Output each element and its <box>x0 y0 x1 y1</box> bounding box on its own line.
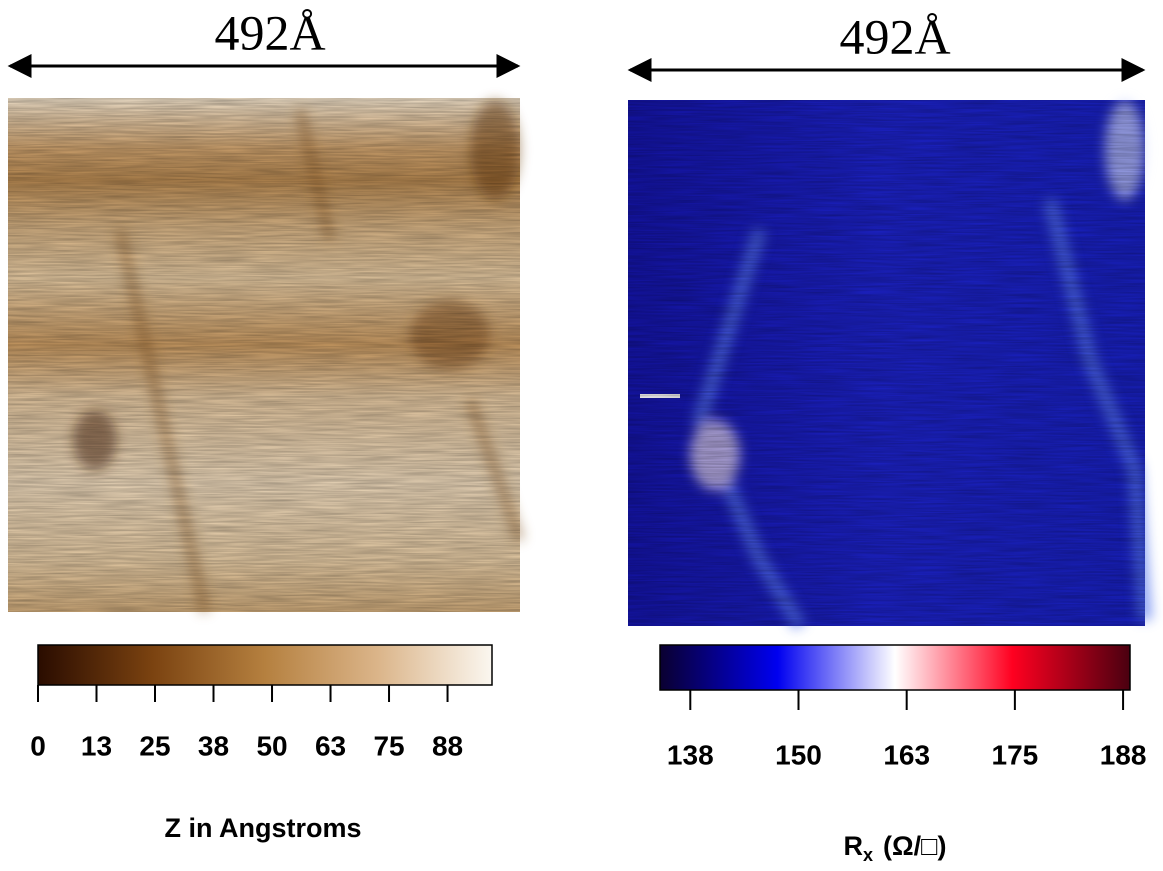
resistance-map <box>628 100 1152 630</box>
axis-label: Rx (Ω/□) <box>844 831 947 865</box>
height-map <box>8 98 525 614</box>
tick-label: 163 <box>883 739 930 770</box>
colorbar-scale <box>659 644 1131 691</box>
left-panel: 492Å <box>7 4 525 614</box>
tick-label: 88 <box>432 730 463 761</box>
tick-label: 75 <box>373 730 404 761</box>
tick-label: 50 <box>256 730 287 761</box>
right-panel: 492Å <box>627 8 1152 630</box>
tick-label: 175 <box>992 739 1039 770</box>
tick-label: 0 <box>30 730 46 761</box>
tick-label: 38 <box>198 730 229 761</box>
colorbar: 0 13 25 38 50 63 75 88 Z in Angstroms <box>30 644 493 843</box>
tick-label: 150 <box>775 739 822 770</box>
colorbar-scale <box>37 644 493 686</box>
tick-label: 138 <box>667 739 714 770</box>
tick-label: 13 <box>81 730 112 761</box>
axis-label: Z in Angstroms <box>164 813 361 843</box>
axis-label-unit: (Ω/□) <box>883 831 946 861</box>
tick-label: 25 <box>139 730 170 761</box>
tick-label: 188 <box>1100 739 1147 770</box>
tick-label: 63 <box>315 730 346 761</box>
axis-label-main: Z in Angstroms <box>164 813 361 843</box>
scale-label: 492Å <box>214 4 325 60</box>
colorbar: 138 150 163 175 188 Rx (Ω/□) <box>659 644 1147 865</box>
axis-label-main: R <box>844 831 864 861</box>
axis-label-subscript: x <box>863 845 873 865</box>
scale-label: 492Å <box>839 8 950 64</box>
